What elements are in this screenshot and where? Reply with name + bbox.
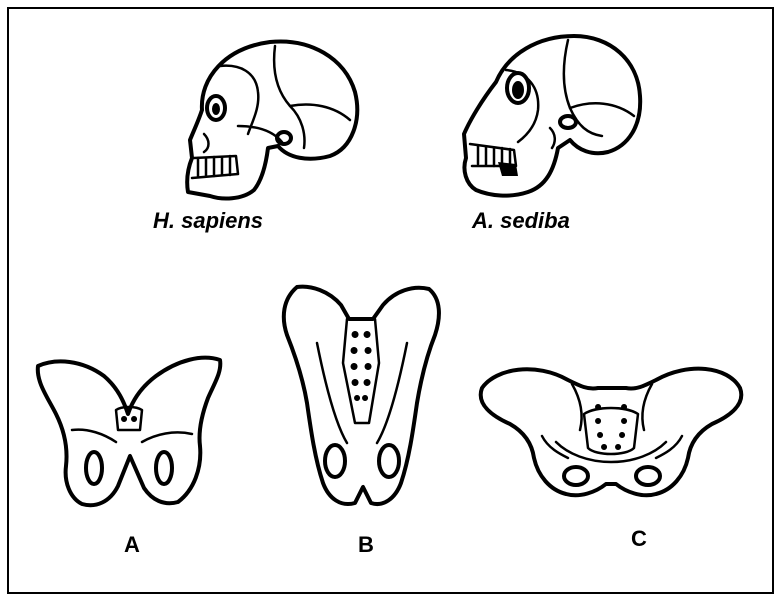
- a-sediba-label: A. sediba: [472, 208, 570, 233]
- pelvis-b-label: B: [358, 532, 374, 557]
- h-sapiens-skull: [180, 30, 370, 205]
- pelvis-c-label: C: [631, 526, 647, 551]
- pelvis-b: [277, 283, 447, 513]
- pelvis-a-label: A: [124, 532, 140, 557]
- h-sapiens-label: H. sapiens: [153, 208, 264, 233]
- pelvis-a: [32, 350, 227, 510]
- pelvis-c: [476, 358, 746, 513]
- a-sediba-skull: [458, 30, 648, 205]
